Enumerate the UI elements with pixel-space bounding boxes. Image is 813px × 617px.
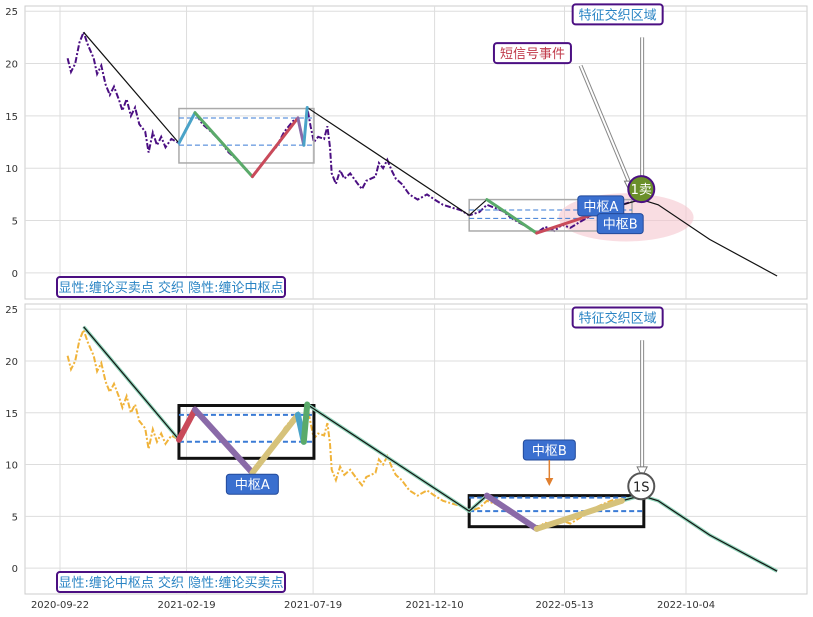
pen-segment <box>177 111 197 145</box>
signal-label: 1卖 <box>631 183 652 198</box>
zhongshu-label-arrowhead <box>545 478 554 487</box>
price-series-line <box>66 29 640 235</box>
y-tick-label: 5 <box>12 512 18 523</box>
callout-arrow-inner <box>579 65 631 184</box>
y-tick-label: 25 <box>5 305 18 316</box>
plot-area <box>24 5 808 300</box>
panel-caption: 显性:缠论中枢点 交织 隐性:缠论买卖点 <box>58 575 283 591</box>
callout-label: 特征交织区域 <box>579 310 657 326</box>
y-tick-label: 5 <box>12 217 18 228</box>
callout-box <box>571 306 664 329</box>
panel-caption-box <box>56 571 286 593</box>
zhongshu-label: 中枢A <box>235 478 270 493</box>
callout-box <box>571 3 664 26</box>
y-tick-label: 15 <box>5 409 18 420</box>
pen-segment <box>176 406 198 443</box>
signal-marker <box>627 472 656 501</box>
event-label: 中枢B <box>603 218 638 233</box>
panel-caption: 显性:缠论买卖点 交织 隐性:缠论中枢点 <box>58 280 283 296</box>
signal-marker <box>627 175 656 204</box>
zhongshu-box <box>178 107 315 164</box>
callout-box <box>492 42 572 65</box>
pen-segment <box>249 411 301 476</box>
signal-label: 1S <box>633 480 650 495</box>
panel-caption-box <box>56 276 286 298</box>
x-tick-label: 2021-02-19 <box>157 600 215 611</box>
pen-segment <box>250 116 300 179</box>
y-tick-label: 0 <box>12 564 18 575</box>
event-label: 中枢A <box>583 200 618 215</box>
plot-area <box>24 303 808 595</box>
pen-segment <box>193 111 254 179</box>
x-tick-label: 2020-09-22 <box>31 600 89 611</box>
y-tick-label: 15 <box>5 112 18 123</box>
y-tick-label: 25 <box>5 7 18 18</box>
callout-label: 短信号事件 <box>500 47 565 62</box>
y-tick-label: 0 <box>12 269 18 280</box>
y-tick-label: 20 <box>5 357 18 368</box>
pen-segment <box>483 492 540 532</box>
x-tick-label: 2021-12-10 <box>406 600 464 611</box>
y-tick-label: 10 <box>5 164 18 175</box>
y-tick-label: 20 <box>5 60 18 71</box>
pen-segment <box>533 497 625 532</box>
chart-panel-2: 0 5 10 15 20 25 2020-09-22 2021-02-19 2021-07-19… <box>5 303 808 611</box>
zhongshu-label-box <box>225 473 279 495</box>
pen-segment <box>485 198 539 235</box>
x-tick-label: 2022-05-13 <box>535 600 593 611</box>
pen-segment <box>302 106 309 147</box>
x-tick-label: 2021-07-19 <box>284 600 342 611</box>
x-tick-label: 2022-10-04 <box>657 600 715 611</box>
event-box <box>596 213 644 235</box>
pen-segment <box>192 406 256 476</box>
callout-label: 特征交织区域 <box>579 7 657 23</box>
pen-segment <box>300 401 311 445</box>
zhongshu-box <box>177 404 316 460</box>
y-tick-label: 10 <box>5 461 18 472</box>
callout-arrowhead <box>636 466 648 479</box>
zhongshu-label: 中枢B <box>532 444 567 459</box>
